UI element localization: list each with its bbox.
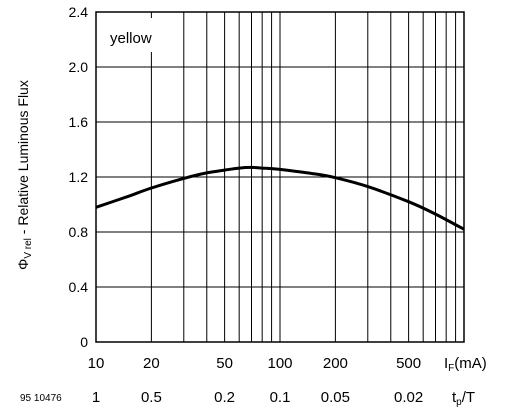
y-tick-label: 2.4 [69, 4, 89, 20]
y-tick-label: 0.8 [69, 224, 89, 240]
secondary-tick-label: 0.2 [214, 389, 235, 406]
x-tick-label: 20 [143, 355, 160, 372]
secondary-axis-label: tp/T [452, 389, 475, 408]
x-tick-label: 500 [396, 355, 421, 372]
x-tick-label: 200 [323, 355, 348, 372]
secondary-tick-label: 0.05 [321, 389, 350, 406]
secondary-tick-label: 0.5 [141, 389, 162, 406]
secondary-tick-label: 1 [92, 389, 100, 406]
figure-id: 95 10476 [20, 393, 62, 404]
x-tick-label: 10 [88, 355, 105, 372]
flux-curve [95, 165, 465, 231]
y-tick-label: 1.6 [69, 114, 89, 130]
x-tick-label: 100 [267, 355, 292, 372]
y-axis-label: ΦV rel - Relative Luminous Flux [15, 80, 34, 270]
y-tick-label: 1.2 [69, 169, 89, 185]
plot-frame [95, 11, 465, 343]
x-axis-label: IF(mA) [444, 355, 487, 374]
secondary-axis-ticks: 1 0.5 0.2 0.1 0.05 0.02 [92, 389, 423, 406]
annotation-label: yellow [110, 30, 152, 47]
x-axis-ticks: 10 20 50 100 200 500 [88, 355, 421, 372]
secondary-tick-label: 0.1 [270, 389, 291, 406]
secondary-tick-label: 0.02 [394, 389, 423, 406]
y-tick-label: 2.0 [69, 59, 89, 75]
y-tick-label: 0.4 [69, 279, 89, 295]
y-tick-label: 0 [80, 334, 88, 350]
grid-lines [96, 12, 464, 342]
annotation-box: yellow [100, 18, 168, 52]
x-tick-label: 50 [216, 355, 233, 372]
y-axis-ticks: 0 0.4 0.8 1.2 1.6 2.0 2.4 [69, 4, 89, 350]
